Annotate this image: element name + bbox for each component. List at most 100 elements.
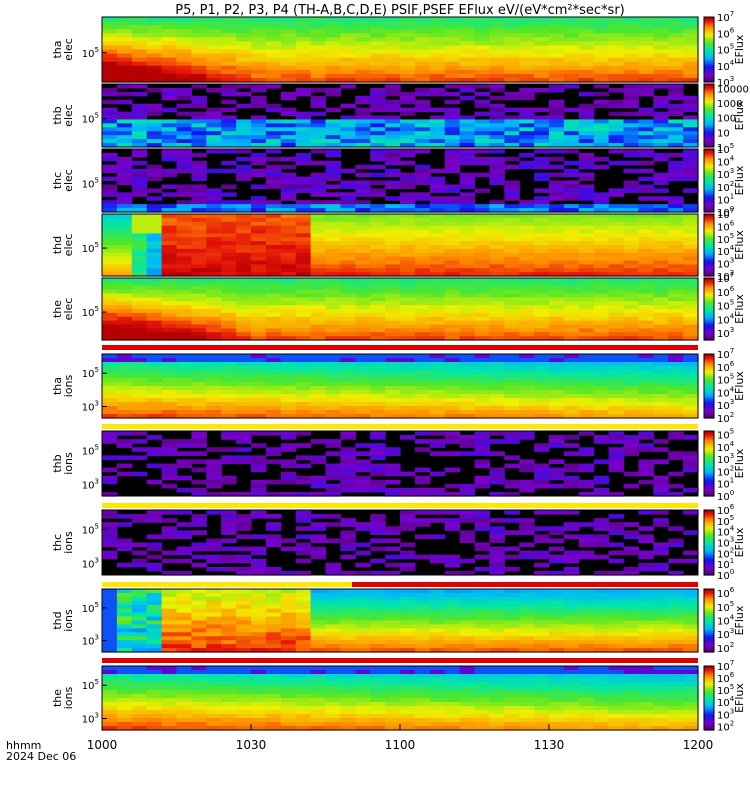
- spectrogram-cell: [132, 161, 148, 166]
- spectrogram-cell: [609, 290, 625, 294]
- spectrogram-cell: [430, 406, 446, 411]
- spectrogram-cell: [177, 123, 193, 128]
- spectrogram-cell: [132, 135, 148, 140]
- spectrogram-cell: [355, 200, 371, 205]
- spectrogram-cell: [475, 139, 491, 144]
- spectrogram-cell: [475, 21, 491, 26]
- spectrogram-cell: [102, 325, 118, 329]
- spectrogram-cell: [177, 131, 193, 136]
- spectrogram-cell: [653, 245, 669, 249]
- spectrogram-cell: [624, 237, 640, 241]
- spectrogram-cell: [534, 601, 550, 606]
- y-label: thdelec: [51, 234, 75, 257]
- spectrogram-cell: [653, 253, 669, 257]
- spectrogram-cell: [579, 354, 595, 359]
- spectrogram-cell: [564, 534, 580, 539]
- spectrogram-cell: [236, 84, 252, 89]
- spectrogram-cell: [504, 313, 520, 317]
- spectrogram-cell: [281, 108, 297, 113]
- spectrogram-cell: [430, 628, 446, 633]
- spectrogram-cell: [191, 402, 207, 407]
- spectrogram-cell: [132, 29, 148, 34]
- spectrogram-cell: [281, 184, 297, 189]
- spectrogram-cell: [221, 74, 237, 79]
- spectrogram-cell: [162, 358, 178, 363]
- spectrogram-cell: [311, 131, 327, 136]
- spectrogram-cell: [132, 245, 148, 249]
- spectrogram-cell: [236, 50, 252, 55]
- spectrogram-cell: [504, 510, 520, 515]
- spectrogram-cell: [296, 200, 312, 205]
- spectrogram-cell: [534, 640, 550, 645]
- spectrogram-cell: [534, 317, 550, 321]
- spectrogram-cell: [221, 317, 237, 321]
- spectrogram-cell: [549, 402, 565, 407]
- spectrogram-cell: [549, 362, 565, 367]
- spectrogram-cell: [549, 378, 565, 383]
- spectrogram-cell: [400, 222, 416, 226]
- spectrogram-cell: [653, 29, 669, 34]
- spectrogram-cell: [266, 526, 282, 531]
- spectrogram-cell: [132, 406, 148, 411]
- spectrogram-cell: [206, 332, 222, 336]
- spectrogram-cell: [609, 305, 625, 309]
- spectrogram-cell: [475, 66, 491, 71]
- spectrogram-cell: [564, 33, 580, 38]
- spectrogram-cell: [475, 328, 491, 332]
- spectrogram-cell: [430, 286, 446, 290]
- spectrogram-cell: [534, 358, 550, 363]
- spectrogram-cell: [221, 286, 237, 290]
- spectrogram-cell: [326, 108, 342, 113]
- spectrogram-cell: [326, 406, 342, 411]
- spectrogram-cell: [251, 455, 267, 460]
- spectrogram-cell: [653, 624, 669, 629]
- spectrogram-cell: [251, 632, 267, 637]
- spectrogram-cell: [102, 290, 118, 294]
- spectrogram-cell: [549, 398, 565, 403]
- spectrogram-cell: [311, 96, 327, 101]
- spectrogram-cell: [340, 214, 356, 218]
- spectrogram-cell: [460, 131, 476, 136]
- spectrogram-cell: [221, 301, 237, 305]
- spectrogram-cell: [504, 378, 520, 383]
- spectrogram-cell: [489, 245, 505, 249]
- spectrogram-cell: [609, 451, 625, 456]
- spectrogram-cell: [624, 551, 640, 556]
- spectrogram-cell: [370, 50, 386, 55]
- spectrogram-cell: [564, 127, 580, 132]
- spectrogram-cell: [564, 204, 580, 209]
- spectrogram-cell: [191, 278, 207, 282]
- spectrogram-cell: [191, 177, 207, 182]
- spectrogram-cell: [519, 131, 535, 136]
- spectrogram-cell: [102, 17, 118, 22]
- spectrogram-cell: [400, 131, 416, 136]
- spectrogram-cell: [430, 390, 446, 395]
- spectrogram-cell: [445, 153, 461, 158]
- spectrogram-cell: [147, 264, 163, 268]
- spectrogram-cell: [400, 177, 416, 182]
- spectrogram-cell: [445, 617, 461, 622]
- spectrogram-cell: [638, 613, 654, 618]
- spectrogram-cell: [579, 165, 595, 170]
- spectrogram-cell: [206, 88, 222, 93]
- spectrogram-cell: [206, 447, 222, 452]
- spectrogram-cell: [340, 325, 356, 329]
- spectrogram-cell: [281, 196, 297, 201]
- spectrogram-cell: [221, 628, 237, 633]
- spectrogram-cell: [594, 70, 610, 75]
- spectrogram-cell: [281, 597, 297, 602]
- spectrogram-cell: [236, 547, 252, 552]
- spectrogram-cell: [504, 181, 520, 186]
- spectrogram-cell: [445, 621, 461, 626]
- spectrogram-cell: [609, 617, 625, 622]
- spectrogram-cell: [206, 226, 222, 230]
- spectrogram-cell: [549, 459, 565, 464]
- spectrogram-cell: [191, 370, 207, 375]
- spectrogram-cell: [311, 593, 327, 598]
- spectrogram-cell: [340, 362, 356, 367]
- spectrogram-cell: [564, 406, 580, 411]
- spectrogram-cell: [132, 370, 148, 375]
- spectrogram-cell: [370, 58, 386, 63]
- spectrogram-cell: [340, 617, 356, 622]
- spectrogram-cell: [519, 358, 535, 363]
